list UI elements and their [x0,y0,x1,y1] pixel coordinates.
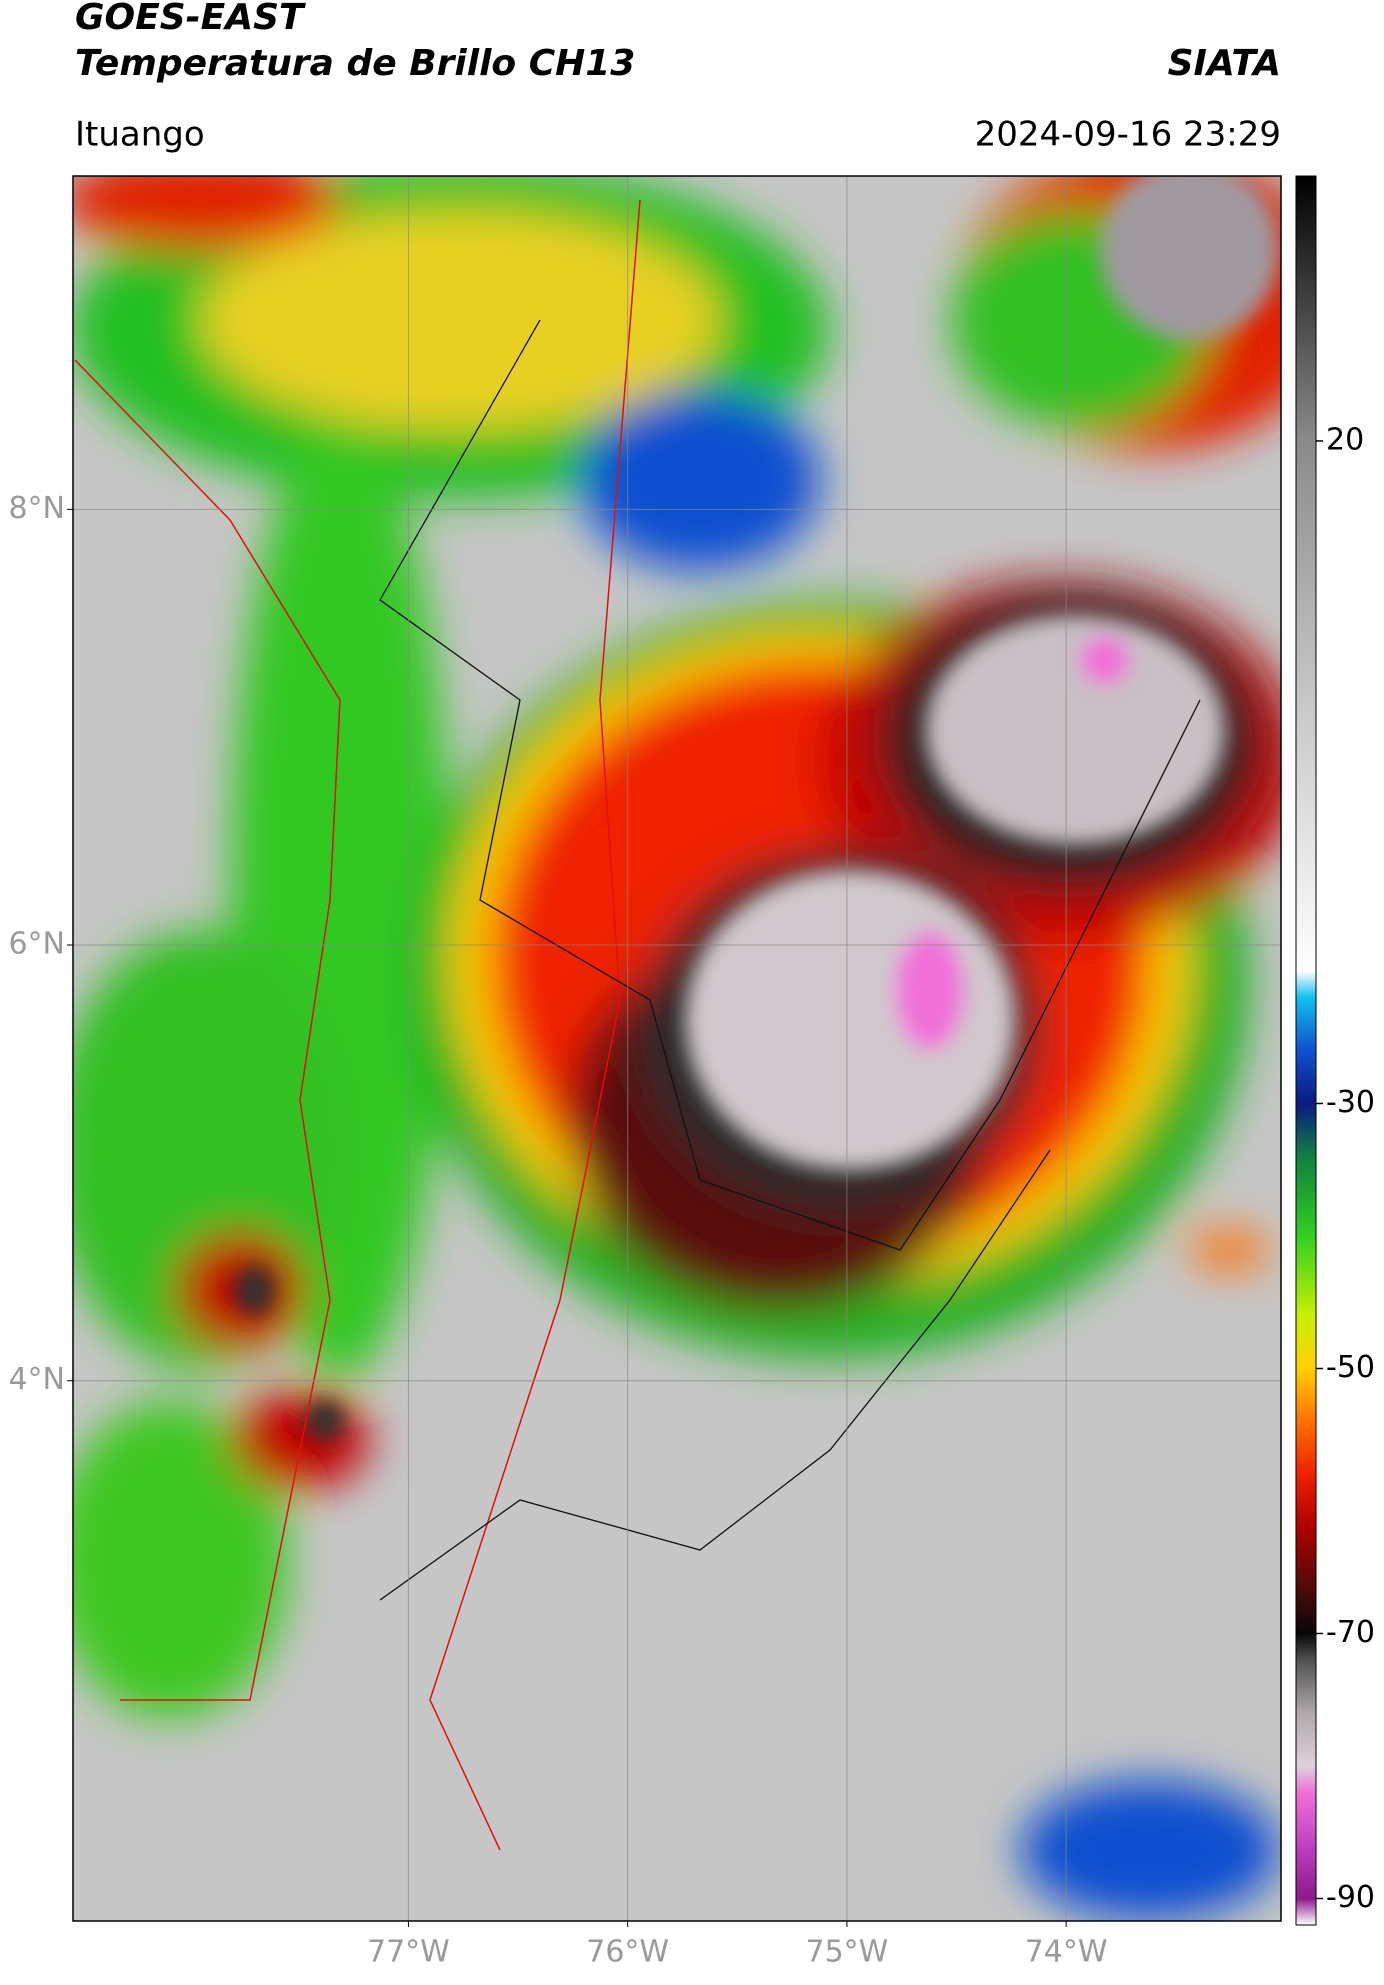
colorbar-tick-label: -70 [1326,1615,1375,1650]
colorbar-tick-label: 20 [1326,423,1364,458]
lon-tick-label: 77°W [367,1935,450,1970]
lat-tick-label: 8°N [8,491,65,526]
lat-tick-label: 6°N [8,927,65,962]
map-frame [72,175,1282,1922]
colorbar [1295,175,1317,1926]
title: GOES-EAST [75,0,306,38]
source: SIATA [1168,43,1281,84]
colorbar-tick-label: -90 [1326,1880,1375,1915]
lon-tick-label: 74°W [1025,1935,1108,1970]
timestamp: 2024-09-16 23:29 [975,115,1281,155]
satellite-image [73,176,1281,1921]
location: Ituango [75,115,205,155]
lon-tick-label: 75°W [805,1935,888,1970]
lon-tick-label: 76°W [586,1935,669,1970]
subtitle: Temperatura de Brillo CH13 [75,43,635,84]
colorbar-tick-label: -50 [1326,1350,1375,1385]
lat-tick-label: 4°N [8,1362,65,1397]
colorbar-tick-label: -30 [1326,1085,1375,1120]
